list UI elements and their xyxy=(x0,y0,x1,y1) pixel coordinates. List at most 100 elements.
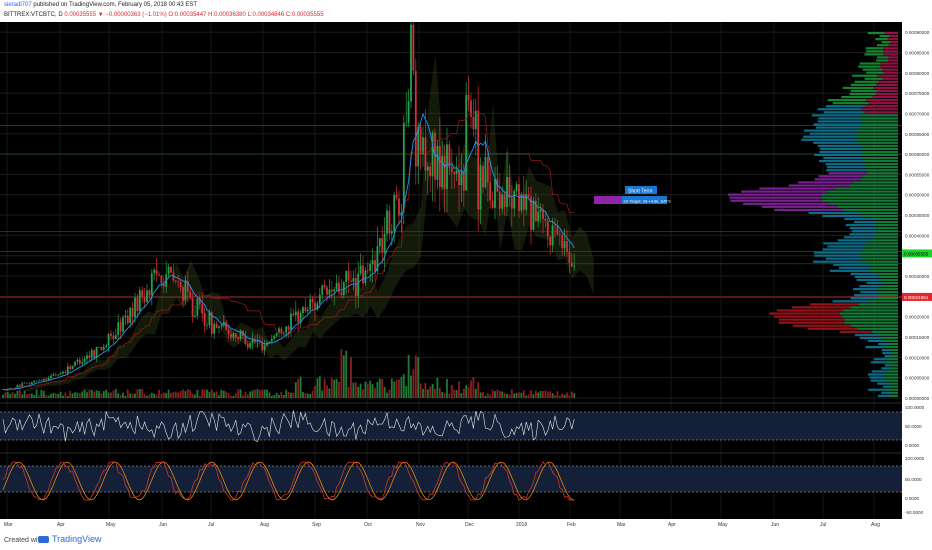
volume-profile-bar xyxy=(870,379,886,382)
volume-bar xyxy=(150,392,153,398)
volume-bar xyxy=(316,378,319,398)
volume-profile-bar xyxy=(850,272,877,275)
volume-profile-bar xyxy=(862,175,898,178)
candle-body xyxy=(275,333,278,336)
candle-body xyxy=(462,172,465,191)
candle-body xyxy=(294,311,297,316)
candle-body xyxy=(222,321,225,326)
candle-body xyxy=(390,231,393,234)
volume-bar xyxy=(472,377,475,398)
candle-body xyxy=(93,350,96,358)
candle-body xyxy=(551,225,554,246)
volume-bar xyxy=(347,386,350,398)
candle-body xyxy=(508,177,511,198)
candle-body xyxy=(561,235,564,249)
volume-profile-bar xyxy=(881,41,891,44)
volume-profile-bar xyxy=(854,275,879,279)
volume-profile-bar xyxy=(864,248,898,251)
volume-profile-bar xyxy=(862,117,898,120)
volume-bar xyxy=(237,389,240,398)
volume-bar xyxy=(486,393,489,398)
volume-profile-bar xyxy=(882,352,891,355)
volume-bar xyxy=(424,383,427,398)
volume-bar xyxy=(477,382,480,398)
volume-bar xyxy=(506,393,508,398)
candle-body xyxy=(290,313,292,330)
volume-bar xyxy=(69,391,72,398)
volume-profile-bar xyxy=(883,50,898,53)
volume-profile-bar xyxy=(853,181,898,184)
volume-bar xyxy=(501,391,504,398)
candle-body xyxy=(258,341,261,342)
volume-bar xyxy=(563,394,566,398)
volume-bar xyxy=(275,392,278,398)
volume-profile-bar xyxy=(877,230,898,233)
candle-body xyxy=(155,269,158,275)
candle-body xyxy=(47,378,50,380)
volume-profile-bar xyxy=(883,47,898,50)
volume-bar xyxy=(366,383,369,398)
candle-body xyxy=(398,198,400,216)
volume-profile-bar xyxy=(860,251,898,254)
volume-profile-bar xyxy=(759,187,836,190)
candle-body xyxy=(333,289,336,292)
volume-bar xyxy=(45,395,48,398)
volume-bar xyxy=(182,389,184,398)
volume-bar xyxy=(556,391,559,398)
candle-body xyxy=(210,312,213,334)
red-level-tag: 0.00024861 xyxy=(904,295,929,300)
volume-bar xyxy=(446,378,448,398)
volume-bar xyxy=(234,393,237,398)
candle-body xyxy=(371,260,374,265)
volume-bar xyxy=(287,391,290,398)
volume-bar xyxy=(129,393,132,398)
last-price: 0.00035555 xyxy=(64,12,97,18)
rsi-tick-label: 0.0000 xyxy=(905,443,919,448)
volume-bar xyxy=(359,383,362,398)
volume-bar xyxy=(453,389,456,398)
time-tick-label: Nov xyxy=(416,522,425,528)
candle-body xyxy=(95,347,98,358)
candle-body xyxy=(486,157,489,183)
volume-profile-bar xyxy=(843,309,898,312)
volume-bar xyxy=(189,390,192,398)
volume-bar xyxy=(546,391,549,398)
volume-profile-bar xyxy=(857,327,898,330)
ohlc-values: O:0.00035447 H:0.00036380 L:0.00034846 C… xyxy=(168,12,324,18)
price-chart[interactable]: 0.00090000 0.00085000 0.00080000 0.00075000… xyxy=(0,22,932,530)
author-link[interactable]: sieradl707 xyxy=(4,2,32,8)
volume-profile-bar xyxy=(828,172,867,175)
candle-body xyxy=(35,380,38,382)
volume-profile-bar xyxy=(842,315,898,318)
volume-bar xyxy=(530,390,532,398)
volume-profile-bar xyxy=(818,175,863,178)
volume-bar xyxy=(390,378,393,398)
volume-profile-bar xyxy=(845,224,875,227)
tradingview-logo[interactable]: TradingView xyxy=(38,534,102,544)
price-tick-label: 0.00090000 xyxy=(905,30,930,35)
volume-bar xyxy=(172,392,175,398)
volume-bar xyxy=(278,394,280,398)
volume-bar xyxy=(532,394,535,398)
volume-profile-bar xyxy=(803,129,856,132)
volume-profile-bar xyxy=(773,315,843,318)
volume-bar xyxy=(100,393,103,398)
volume-profile-bar xyxy=(876,59,889,62)
volume-profile-bar xyxy=(741,190,828,193)
volume-bar xyxy=(386,392,388,398)
volume-profile-bar xyxy=(888,56,898,59)
candle-body xyxy=(138,290,141,312)
candle-body xyxy=(458,170,460,186)
candle-body xyxy=(501,194,504,209)
volume-profile-bar xyxy=(862,147,898,150)
volume-bar xyxy=(191,393,194,398)
volume-bar xyxy=(510,389,513,398)
candle-body xyxy=(179,281,182,288)
short-term-box xyxy=(625,186,657,194)
volume-profile-bar xyxy=(791,306,851,309)
volume-profile-bar xyxy=(844,217,874,221)
stoch-tick-label: 0.0000 xyxy=(905,496,919,501)
volume-bar xyxy=(90,389,93,398)
volume-bar xyxy=(23,390,26,398)
volume-bar xyxy=(136,389,139,398)
